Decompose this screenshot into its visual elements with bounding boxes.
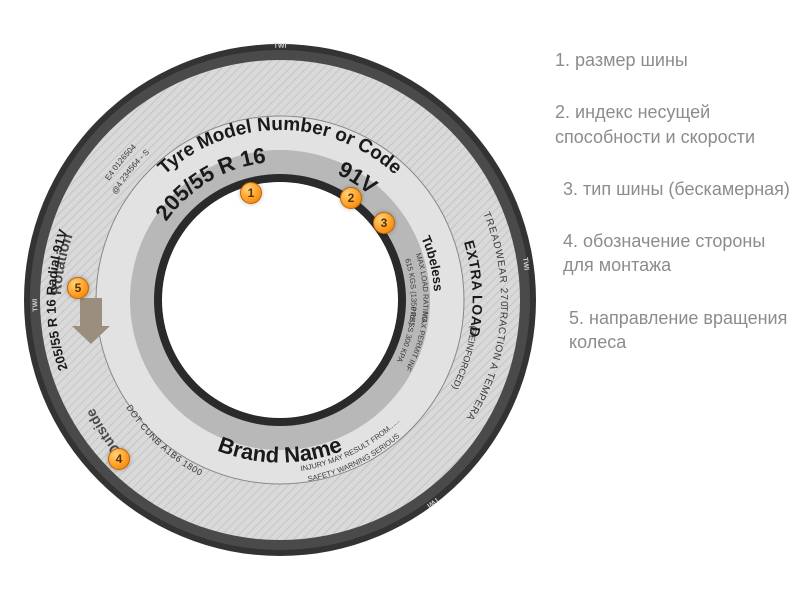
marker-1: 1: [240, 182, 262, 204]
twi-left: TWI: [32, 299, 39, 312]
legend-num: 5.: [569, 308, 589, 328]
twi-top: TWI: [273, 43, 286, 50]
marker-5: 5: [67, 277, 89, 299]
legend-item-5: 5. направление вращения колеса: [555, 306, 790, 355]
marker-3: 3: [373, 212, 395, 234]
legend-text: размер шины: [575, 50, 688, 70]
legend-item-1: 1. размер шины: [555, 48, 790, 72]
tire-diagram: Tyre Model Number or Code 205/55 R 16 91…: [20, 40, 540, 560]
marker-4: 4: [108, 448, 130, 470]
legend-text: обозначение стороны для монтажа: [563, 231, 765, 275]
svg-text:TWI: TWI: [32, 299, 39, 312]
legend-num: 4.: [563, 231, 583, 251]
rotation-arrow-icon: [80, 298, 102, 330]
legend-item-4: 4. обозначение стороны для монтажа: [555, 229, 790, 278]
legend-text: направление вращения колеса: [569, 308, 787, 352]
legend-item-2: 2. индекс несущей способности и скорости: [555, 100, 790, 149]
legend-text: тип шины (бескамерная): [583, 179, 790, 199]
svg-text:TWI: TWI: [521, 257, 529, 271]
legend-list: 1. размер шины 2. индекс несущей способно…: [555, 48, 790, 382]
legend-num: 2.: [555, 102, 575, 122]
legend-text: индекс несущей способности и скорости: [555, 102, 755, 146]
legend-num: 1.: [555, 50, 575, 70]
legend-item-3: 3. тип шины (бескамерная): [555, 177, 790, 201]
marker-2: 2: [340, 187, 362, 209]
legend-num: 3.: [563, 179, 583, 199]
twi-right: TWI: [521, 257, 529, 271]
svg-text:TWI: TWI: [273, 43, 286, 50]
